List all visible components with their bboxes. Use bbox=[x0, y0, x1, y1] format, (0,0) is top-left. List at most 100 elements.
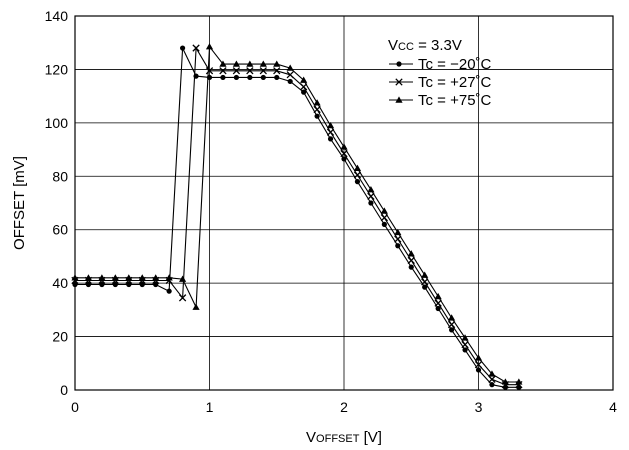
data-point-triangle bbox=[395, 96, 403, 103]
data-point-triangle bbox=[192, 303, 200, 310]
data-point-triangle bbox=[367, 186, 375, 193]
y-tick-label: 0 bbox=[60, 382, 68, 398]
grid bbox=[75, 16, 613, 390]
data-point-triangle bbox=[340, 143, 348, 150]
data-point-x bbox=[273, 67, 281, 75]
data-point-x bbox=[353, 171, 362, 179]
data-point-triangle bbox=[273, 60, 281, 67]
x-tick-label: 0 bbox=[71, 399, 79, 415]
data-point-triangle bbox=[474, 354, 483, 361]
data-point-triangle bbox=[380, 207, 388, 214]
data-point-triangle bbox=[448, 314, 456, 321]
data-point-circle bbox=[247, 74, 253, 81]
data-point-x bbox=[461, 340, 469, 349]
series-line bbox=[75, 45, 519, 383]
y-tick-label: 60 bbox=[52, 222, 68, 238]
series-line bbox=[75, 46, 519, 386]
data-point-triangle bbox=[501, 378, 509, 385]
legend-label: Tc = −20˚C bbox=[418, 56, 492, 73]
data-point-circle bbox=[85, 281, 92, 288]
data-point-x bbox=[367, 192, 375, 200]
data-point-circle bbox=[233, 74, 239, 81]
data-point-circle bbox=[274, 74, 280, 81]
data-point-triangle bbox=[326, 121, 335, 129]
data-point-x bbox=[192, 44, 200, 52]
data-point-x bbox=[394, 235, 402, 243]
data-point-triangle bbox=[138, 274, 146, 281]
data-point-triangle bbox=[205, 43, 214, 50]
data-point-x bbox=[259, 67, 267, 75]
data-point-x bbox=[380, 214, 389, 222]
x-tick-label: 4 bbox=[609, 399, 617, 415]
data-point-circle bbox=[112, 281, 118, 288]
data-point-circle bbox=[449, 327, 455, 333]
data-point-triangle bbox=[179, 275, 187, 282]
y-tick-label: 40 bbox=[52, 275, 68, 291]
data-point-triangle bbox=[84, 274, 93, 281]
data-point-triangle bbox=[434, 292, 442, 300]
data-point-circle bbox=[126, 281, 132, 288]
data-point-triangle bbox=[394, 228, 402, 236]
data-point-triangle bbox=[219, 60, 227, 67]
data-point-circle bbox=[396, 61, 402, 67]
data-point-circle bbox=[462, 347, 468, 353]
y-tick-label: 100 bbox=[45, 115, 69, 131]
data-point-triangle bbox=[286, 64, 294, 71]
data-point-x bbox=[488, 375, 496, 383]
data-point-circle bbox=[489, 382, 495, 388]
series-triangle bbox=[71, 43, 523, 385]
data-point-x bbox=[286, 71, 294, 79]
data-point-triangle bbox=[353, 164, 362, 171]
data-point-circle bbox=[139, 281, 145, 288]
data-point-circle bbox=[166, 288, 172, 294]
data-point-x bbox=[395, 78, 403, 86]
y-tick-label: 80 bbox=[52, 168, 68, 184]
data-point-circle bbox=[327, 136, 334, 142]
data-point-circle bbox=[422, 284, 428, 290]
data-point-x bbox=[205, 67, 214, 75]
series-line bbox=[75, 47, 519, 388]
data-point-x bbox=[178, 294, 187, 302]
data-point-circle bbox=[153, 281, 159, 288]
data-point-circle bbox=[72, 281, 78, 288]
data-point-circle bbox=[260, 74, 266, 81]
series-circle bbox=[72, 45, 522, 390]
data-point-circle bbox=[408, 264, 414, 270]
data-point-circle bbox=[354, 179, 361, 185]
data-point-circle bbox=[314, 113, 320, 119]
data-point-triangle bbox=[515, 378, 523, 385]
data-point-triangle bbox=[407, 250, 415, 257]
data-point-x bbox=[340, 149, 348, 158]
legend-entry-triangle: Tc = +75˚C bbox=[389, 92, 492, 109]
x-tick-label: 1 bbox=[206, 399, 214, 415]
plot-frame bbox=[74, 15, 614, 391]
data-point-circle bbox=[220, 74, 226, 81]
data-point-triangle bbox=[71, 274, 79, 281]
data-point-circle bbox=[301, 89, 307, 95]
y-tick-label: 140 bbox=[45, 8, 69, 24]
x-tick-label: 2 bbox=[340, 399, 348, 415]
data-point-triangle bbox=[259, 60, 267, 67]
legend-entry-circle: Tc = −20˚C bbox=[389, 56, 492, 73]
data-point-circle bbox=[368, 200, 374, 206]
data-point-triangle bbox=[98, 274, 106, 281]
data-point-circle bbox=[381, 221, 387, 227]
data-point-circle bbox=[341, 156, 347, 162]
data-point-x bbox=[246, 67, 254, 75]
data-point-triangle bbox=[488, 370, 496, 377]
data-point-triangle bbox=[300, 76, 308, 83]
legend-header: VCC = 3.3V bbox=[388, 37, 462, 54]
y-axis-label: OFFSET [mV] bbox=[11, 156, 28, 250]
data-point-circle bbox=[395, 243, 401, 249]
data-point-circle bbox=[180, 45, 186, 51]
y-tick-label: 20 bbox=[52, 329, 68, 345]
data-point-triangle bbox=[461, 334, 469, 341]
data-point-triangle bbox=[421, 271, 429, 278]
data-point-triangle bbox=[165, 274, 173, 281]
data-point-triangle bbox=[313, 99, 321, 106]
data-point-x bbox=[474, 360, 483, 369]
data-point-x bbox=[434, 299, 442, 307]
data-point-x bbox=[447, 320, 456, 329]
legend-label: Tc = +75˚C bbox=[418, 92, 492, 109]
